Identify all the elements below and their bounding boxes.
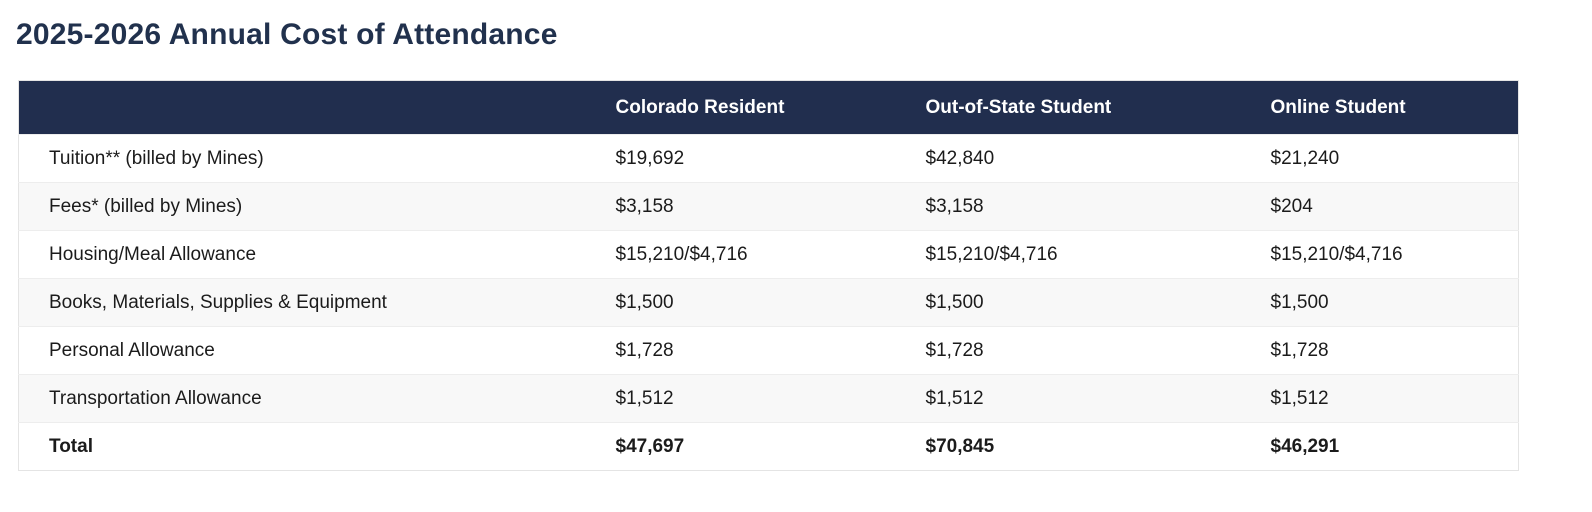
housing-colorado-resident-value: $15,210/$4,716 bbox=[603, 230, 914, 279]
page-title: 2025-2026 Annual Cost of Attendance bbox=[16, 18, 558, 51]
fees-online-value: $204 bbox=[1258, 182, 1519, 231]
personal-online-value: $1,728 bbox=[1258, 326, 1519, 375]
row-label-transportation-allowance: Transportation Allowance bbox=[18, 374, 604, 423]
table-row-books-materials: Books, Materials, Supplies & Equipment $… bbox=[18, 278, 1519, 327]
row-label-fees: Fees* (billed by Mines) bbox=[18, 182, 604, 231]
tuition-online-value: $21,240 bbox=[1258, 134, 1519, 183]
table-row-personal-allowance: Personal Allowance $1,728 $1,728 $1,728 bbox=[18, 326, 1519, 375]
table-row-fees: Fees* (billed by Mines) $3,158 $3,158 $2… bbox=[18, 182, 1519, 231]
row-label-personal-allowance: Personal Allowance bbox=[18, 326, 604, 375]
cost-of-attendance-table: Colorado Resident Out-of-State Student O… bbox=[18, 80, 1519, 471]
books-online-value: $1,500 bbox=[1258, 278, 1519, 327]
housing-online-value: $15,210/$4,716 bbox=[1258, 230, 1519, 279]
housing-out-of-state-value: $15,210/$4,716 bbox=[913, 230, 1259, 279]
total-online-value: $46,291 bbox=[1258, 422, 1519, 471]
table-row-tuition: Tuition** (billed by Mines) $19,692 $42,… bbox=[18, 134, 1519, 183]
transportation-out-of-state-value: $1,512 bbox=[913, 374, 1259, 423]
row-label-tuition: Tuition** (billed by Mines) bbox=[18, 134, 604, 183]
table-header-row: Colorado Resident Out-of-State Student O… bbox=[18, 80, 1519, 135]
personal-colorado-resident-value: $1,728 bbox=[603, 326, 914, 375]
column-header-empty bbox=[18, 80, 604, 135]
column-header-out-of-state-student: Out-of-State Student bbox=[913, 80, 1259, 135]
books-out-of-state-value: $1,500 bbox=[913, 278, 1259, 327]
total-colorado-resident-value: $47,697 bbox=[603, 422, 914, 471]
table-row-transportation-allowance: Transportation Allowance $1,512 $1,512 $… bbox=[18, 374, 1519, 423]
row-label-housing-meal: Housing/Meal Allowance bbox=[18, 230, 604, 279]
fees-colorado-resident-value: $3,158 bbox=[603, 182, 914, 231]
books-colorado-resident-value: $1,500 bbox=[603, 278, 914, 327]
table-row-total: Total $47,697 $70,845 $46,291 bbox=[18, 422, 1519, 471]
row-label-total: Total bbox=[18, 422, 604, 471]
total-out-of-state-value: $70,845 bbox=[913, 422, 1259, 471]
personal-out-of-state-value: $1,728 bbox=[913, 326, 1259, 375]
fees-out-of-state-value: $3,158 bbox=[913, 182, 1259, 231]
row-label-books-materials: Books, Materials, Supplies & Equipment bbox=[18, 278, 604, 327]
tuition-colorado-resident-value: $19,692 bbox=[603, 134, 914, 183]
column-header-online-student: Online Student bbox=[1258, 80, 1519, 135]
table-row-housing-meal: Housing/Meal Allowance $15,210/$4,716 $1… bbox=[18, 230, 1519, 279]
transportation-online-value: $1,512 bbox=[1258, 374, 1519, 423]
column-header-colorado-resident: Colorado Resident bbox=[603, 80, 914, 135]
tuition-out-of-state-value: $42,840 bbox=[913, 134, 1259, 183]
transportation-colorado-resident-value: $1,512 bbox=[603, 374, 914, 423]
